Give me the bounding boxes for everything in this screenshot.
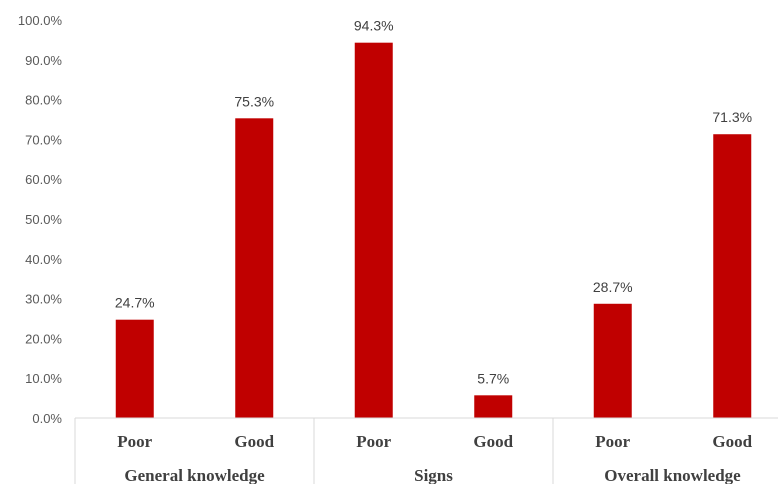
data-label: 24.7% [115,295,155,311]
data-label: 5.7% [477,370,509,386]
y-tick-label: 20.0% [25,331,62,346]
y-tick-label: 0.0% [32,411,62,426]
y-tick-label: 70.0% [25,132,62,147]
y-tick-label: 90.0% [25,53,62,68]
bar [474,395,512,418]
data-label: 71.3% [712,109,752,125]
y-tick-label: 100.0% [18,13,63,28]
y-tick-label: 50.0% [25,212,62,227]
bar [355,43,393,418]
bars [116,43,752,418]
y-tick-label: 40.0% [25,252,62,267]
group-label: Signs [414,466,453,484]
data-labels: 24.7% 75.3% 94.3% 5.7% 28.7% 71.3% [115,18,752,387]
bar [116,320,154,418]
data-label: 28.7% [593,279,633,295]
group-label: General knowledge [124,466,265,484]
bar [713,134,751,418]
category-label: Poor [595,432,630,451]
group-label: Overall knowledge [604,466,741,484]
category-label: Poor [356,432,391,451]
y-tick-label: 30.0% [25,292,62,307]
data-label: 75.3% [234,93,274,109]
bar [235,118,273,418]
category-label: Poor [117,432,152,451]
category-label: Good [712,432,752,451]
data-label: 94.3% [354,18,394,34]
bar [594,304,632,418]
category-label: Good [234,432,274,451]
y-axis: 0.0% 10.0% 20.0% 30.0% 40.0% 50.0% 60.0% 70.0% 8… [18,13,63,426]
x-axis: Poor Good Poor Good Poor Good General knowledg… [75,418,778,484]
y-tick-label: 60.0% [25,172,62,187]
category-label: Good [473,432,513,451]
y-tick-label: 10.0% [25,371,62,386]
y-tick-label: 80.0% [25,93,62,108]
